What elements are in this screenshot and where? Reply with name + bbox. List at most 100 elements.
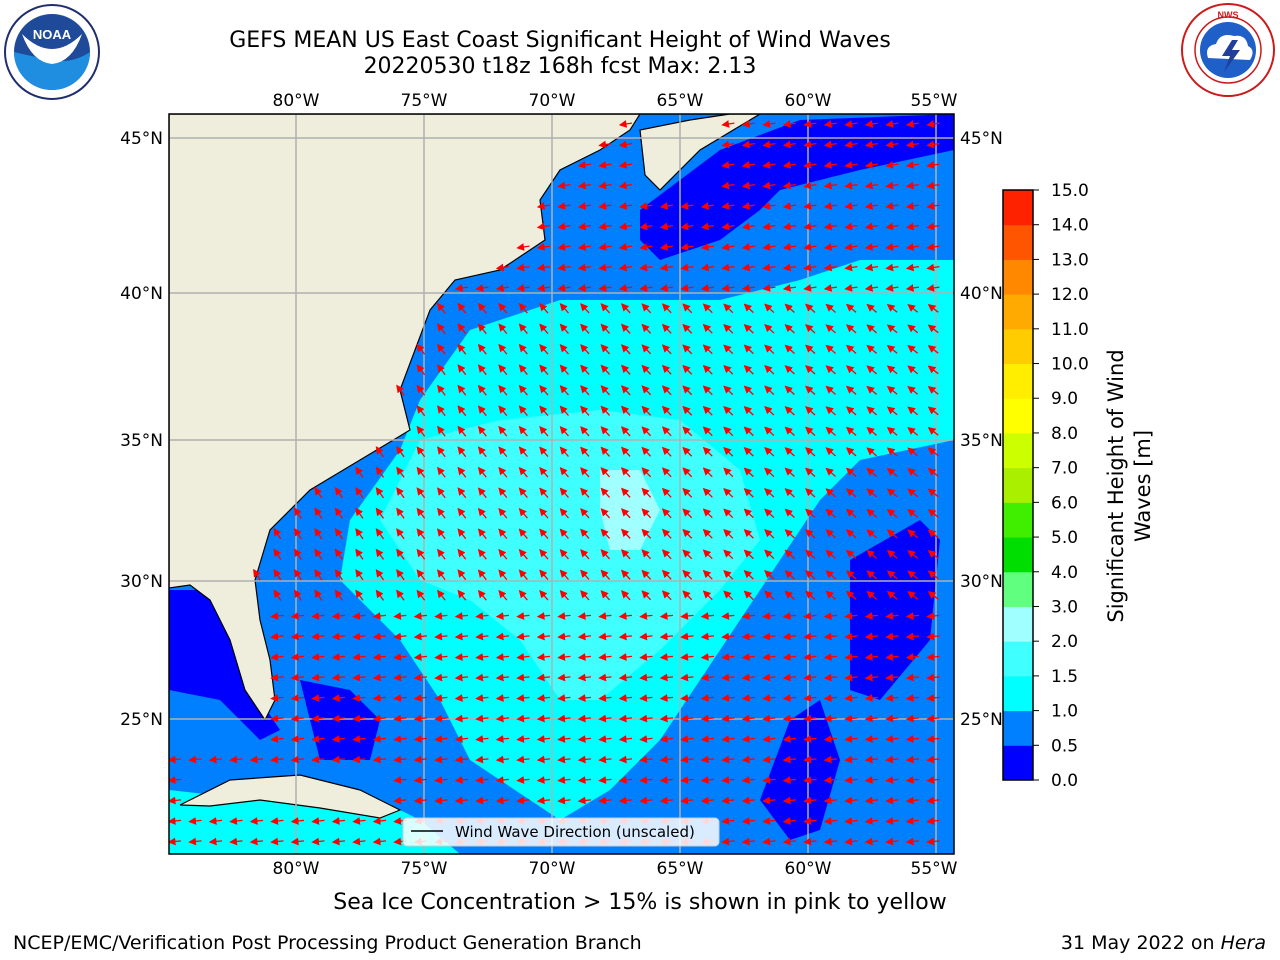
- wave-direction-arrow: [907, 570, 919, 580]
- wave-direction-arrow: [805, 549, 816, 559]
- wave-direction-arrow: [559, 364, 569, 375]
- wave-direction-arrow: [927, 591, 939, 600]
- wave-direction-arrow: [782, 222, 797, 231]
- wave-direction-arrow: [437, 343, 446, 355]
- wave-direction-arrow: [926, 796, 940, 805]
- wave-direction-arrow: [844, 653, 858, 661]
- wave-direction-arrow: [639, 632, 653, 641]
- wave-direction-arrow: [311, 837, 325, 846]
- wave-direction-arrow: [355, 466, 364, 478]
- wave-direction-arrow: [580, 590, 590, 601]
- wave-direction-arrow: [723, 590, 734, 601]
- wave-direction-arrow: [702, 508, 713, 519]
- wave-direction-arrow: [557, 263, 571, 272]
- wave-direction-arrow: [393, 673, 407, 682]
- wave-direction-arrow: [437, 507, 446, 519]
- wave-direction-arrow: [905, 755, 920, 764]
- wave-direction-arrow: [764, 365, 775, 375]
- wave-direction-arrow: [580, 405, 590, 416]
- wave-direction-arrow: [516, 714, 530, 723]
- wave-direction-arrow: [927, 529, 939, 539]
- cuba-landmass: [179, 774, 402, 819]
- colorbar-tick-label: 5.0: [1051, 528, 1078, 548]
- wave-direction-arrow: [457, 466, 467, 478]
- wave-direction-arrow: [741, 796, 756, 805]
- wave-direction-arrow: [311, 735, 325, 743]
- wave-direction-arrow: [270, 837, 284, 846]
- wave-direction-arrow: [314, 589, 323, 601]
- wave-direction-arrow: [741, 161, 756, 169]
- wave-direction-arrow: [457, 446, 467, 458]
- wave-direction-arrow: [762, 284, 776, 292]
- wave-direction-arrow: [743, 467, 754, 478]
- wave-direction-arrow: [477, 548, 487, 560]
- wave-direction-arrow: [885, 714, 899, 723]
- wave-direction-arrow: [290, 694, 305, 702]
- wave-direction-arrow: [475, 796, 489, 805]
- colorbar-swatch: [1003, 745, 1033, 781]
- footer-date: 31 May 2022 on Hera: [1060, 932, 1266, 954]
- wave-direction-arrow: [762, 653, 776, 661]
- wave-direction-arrow: [844, 243, 858, 251]
- wave-direction-arrow: [331, 837, 346, 846]
- lat-labels-right: 45°N 40°N 35°N 30°N 25°N: [960, 129, 1003, 730]
- wave-direction-arrow: [600, 467, 611, 478]
- wave-direction-arrow: [844, 796, 858, 805]
- wave-direction-arrow: [926, 243, 940, 251]
- wave-direction-arrow: [434, 612, 448, 620]
- wave-direction-arrow: [536, 776, 551, 784]
- wave-direction-arrow: [866, 324, 878, 334]
- svg-text:55°W: 55°W: [911, 91, 958, 111]
- wave-direction-arrow: [743, 385, 754, 396]
- wave-direction-arrow: [375, 507, 385, 519]
- wave-direction-arrow: [393, 694, 407, 702]
- wave-direction-arrow: [782, 612, 797, 620]
- wave-direction-arrow: [680, 632, 694, 641]
- wave-direction-arrow: [682, 303, 693, 314]
- wave-direction-arrow: [437, 302, 446, 314]
- wave-direction-arrow: [866, 590, 878, 600]
- wave-direction-arrow: [661, 446, 672, 457]
- wave-direction-arrow: [823, 284, 838, 292]
- wave-direction-arrow: [723, 303, 734, 314]
- wave-direction-arrow: [416, 528, 426, 540]
- wave-direction-arrow: [721, 243, 735, 251]
- wave-direction-arrow: [598, 161, 612, 169]
- wave-direction-arrow: [416, 548, 426, 560]
- wave-direction-arrow: [702, 528, 713, 539]
- wave-direction-arrow: [396, 589, 405, 601]
- wave-direction-arrow: [598, 673, 612, 682]
- wave-direction-arrow: [682, 528, 693, 539]
- wave-direction-arrow: [864, 714, 879, 723]
- colorbar-tick-label: 13.0: [1051, 250, 1089, 270]
- wave-direction-arrow: [434, 653, 448, 661]
- legend-label: Wind Wave Direction (unscaled): [455, 823, 695, 841]
- wave-direction-arrow: [352, 817, 366, 825]
- wave-direction-arrow: [580, 467, 590, 478]
- wave-direction-arrow: [273, 527, 282, 540]
- lon-labels-bottom: 80°W 75°W 70°W 65°W 60°W 55°W: [273, 859, 958, 879]
- wave-direction-arrow: [803, 202, 817, 210]
- wave-direction-arrow: [784, 365, 795, 375]
- wave-direction-arrow: [518, 466, 528, 478]
- colorbar-swatch: [1003, 675, 1033, 712]
- wave-direction-arrow: [498, 569, 508, 581]
- wave-direction-arrow: [905, 161, 920, 169]
- wave-direction-arrow: [927, 468, 939, 477]
- wave-direction-arrow: [762, 817, 776, 825]
- wave-direction-arrow: [661, 467, 672, 478]
- wave-direction-arrow: [518, 343, 528, 355]
- wave-direction-arrow: [580, 528, 590, 539]
- wave-direction-arrow: [559, 569, 569, 580]
- wave-direction-arrow: [577, 755, 592, 764]
- wave-direction-arrow: [886, 529, 898, 539]
- wave-direction-arrow: [823, 796, 838, 805]
- wave-direction-arrow: [290, 632, 305, 641]
- wave-direction-arrow: [721, 796, 735, 805]
- wave-direction-arrow: [621, 590, 631, 601]
- wave-direction-arrow: [539, 425, 549, 437]
- wave-direction-arrow: [864, 222, 879, 231]
- wave-direction-arrow: [926, 694, 940, 702]
- wave-direction-arrow: [682, 405, 693, 416]
- wave-direction-arrow: [825, 324, 836, 334]
